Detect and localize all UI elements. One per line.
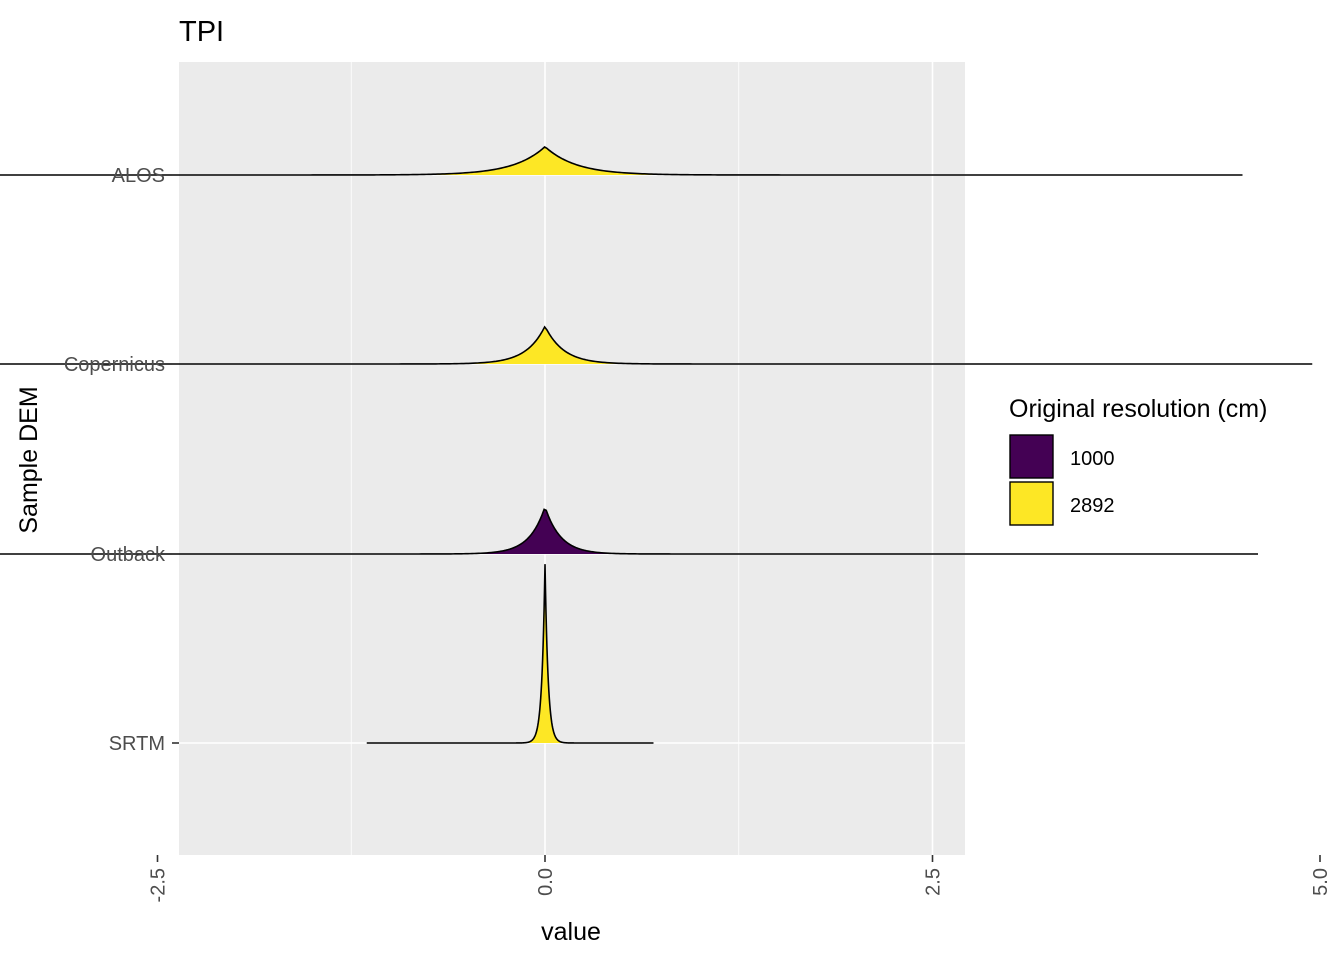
grid-minor bbox=[350, 62, 740, 855]
chart-title: TPI bbox=[179, 16, 224, 48]
ridge-outline-outback bbox=[0, 508, 1258, 555]
legend: Original resolution (cm) 1000 2892 bbox=[1009, 395, 1267, 526]
plot-panel bbox=[179, 62, 965, 855]
x-tick-label: -2.5 bbox=[148, 868, 170, 902]
legend-label: 1000 bbox=[1070, 448, 1115, 470]
x-tick-label: 2.5 bbox=[923, 868, 945, 896]
y-tick-label: SRTM bbox=[109, 733, 165, 755]
legend-key-2892 bbox=[1009, 481, 1054, 526]
ridge-layer bbox=[0, 146, 1313, 744]
y-tick-label: Copernicus bbox=[64, 354, 165, 376]
ridge-outline-copernicus bbox=[0, 325, 1313, 365]
legend-key-1000 bbox=[1009, 434, 1054, 479]
y-tick-label: Outback bbox=[91, 544, 166, 566]
legend-label: 2892 bbox=[1070, 495, 1115, 517]
legend-title: Original resolution (cm) bbox=[1009, 395, 1267, 423]
ridge-outline-srtm bbox=[366, 564, 654, 744]
y-tick-label: ALOS bbox=[112, 165, 165, 187]
y-axis: ALOS Copernicus Outback SRTM bbox=[64, 165, 179, 755]
x-tick-label: 0.0 bbox=[535, 868, 557, 896]
ridge-outline-alos bbox=[0, 146, 1243, 176]
x-tick-label: 5.0 bbox=[1310, 868, 1332, 896]
x-axis-title: value bbox=[541, 918, 601, 946]
y-axis-title: Sample DEM bbox=[15, 386, 43, 533]
x-axis: -2.5 0.0 2.5 5.0 bbox=[148, 855, 1332, 902]
